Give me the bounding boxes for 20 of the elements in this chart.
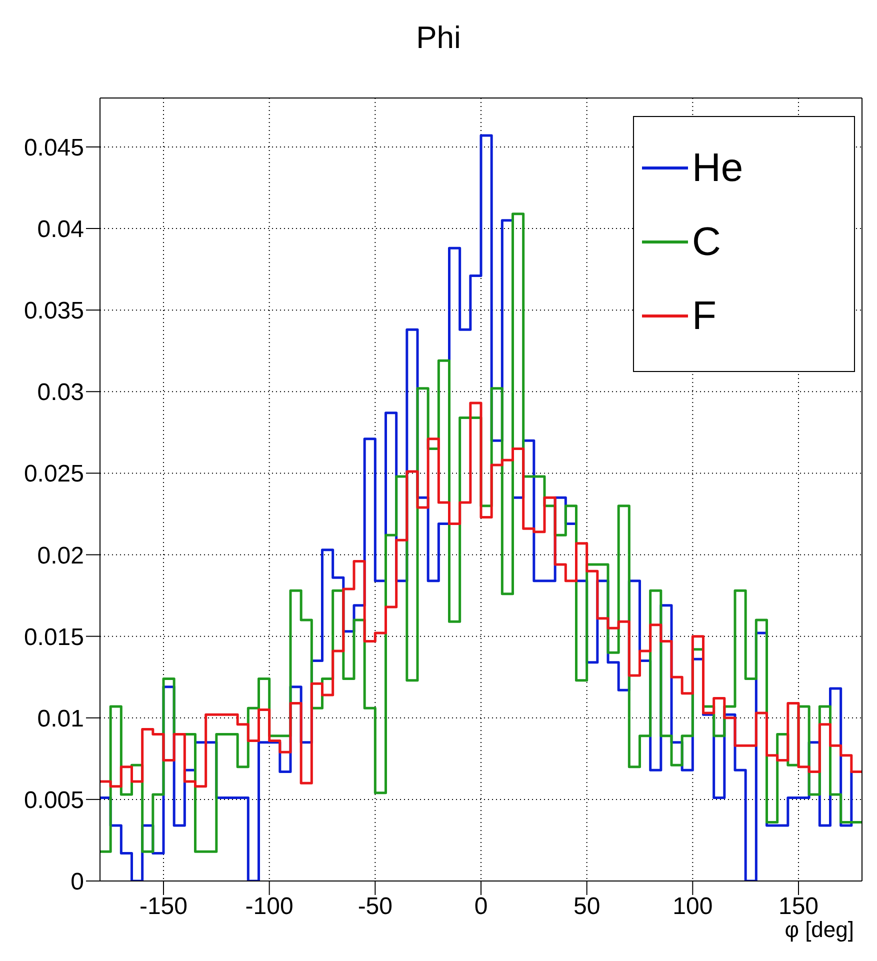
y-tick-label: 0.04 bbox=[37, 216, 84, 244]
x-tick-label: -50 bbox=[358, 893, 393, 920]
x-tick-label: -100 bbox=[245, 893, 294, 920]
x-tick-label: -150 bbox=[139, 893, 188, 920]
legend-label: F bbox=[692, 293, 716, 340]
x-tick-label: 50 bbox=[573, 893, 600, 920]
y-tick-label: 0.005 bbox=[24, 786, 84, 814]
y-tick-label: 0.035 bbox=[24, 298, 84, 325]
y-tick-label: 0 bbox=[70, 868, 84, 896]
y-tick-label: 0.01 bbox=[37, 705, 84, 732]
y-tick-label: 0.015 bbox=[24, 624, 84, 651]
y-tick-label: 0.03 bbox=[37, 379, 84, 406]
x-tick-label: 100 bbox=[672, 893, 713, 920]
chart-title: Phi bbox=[415, 20, 462, 56]
legend-label: He bbox=[692, 145, 744, 192]
y-tick-label: 0.02 bbox=[37, 542, 84, 570]
y-tick-label: 0.045 bbox=[24, 134, 84, 162]
legend-label: C bbox=[692, 219, 721, 266]
y-tick-label: 0.025 bbox=[24, 460, 84, 488]
x-tick-label: 0 bbox=[474, 893, 488, 920]
